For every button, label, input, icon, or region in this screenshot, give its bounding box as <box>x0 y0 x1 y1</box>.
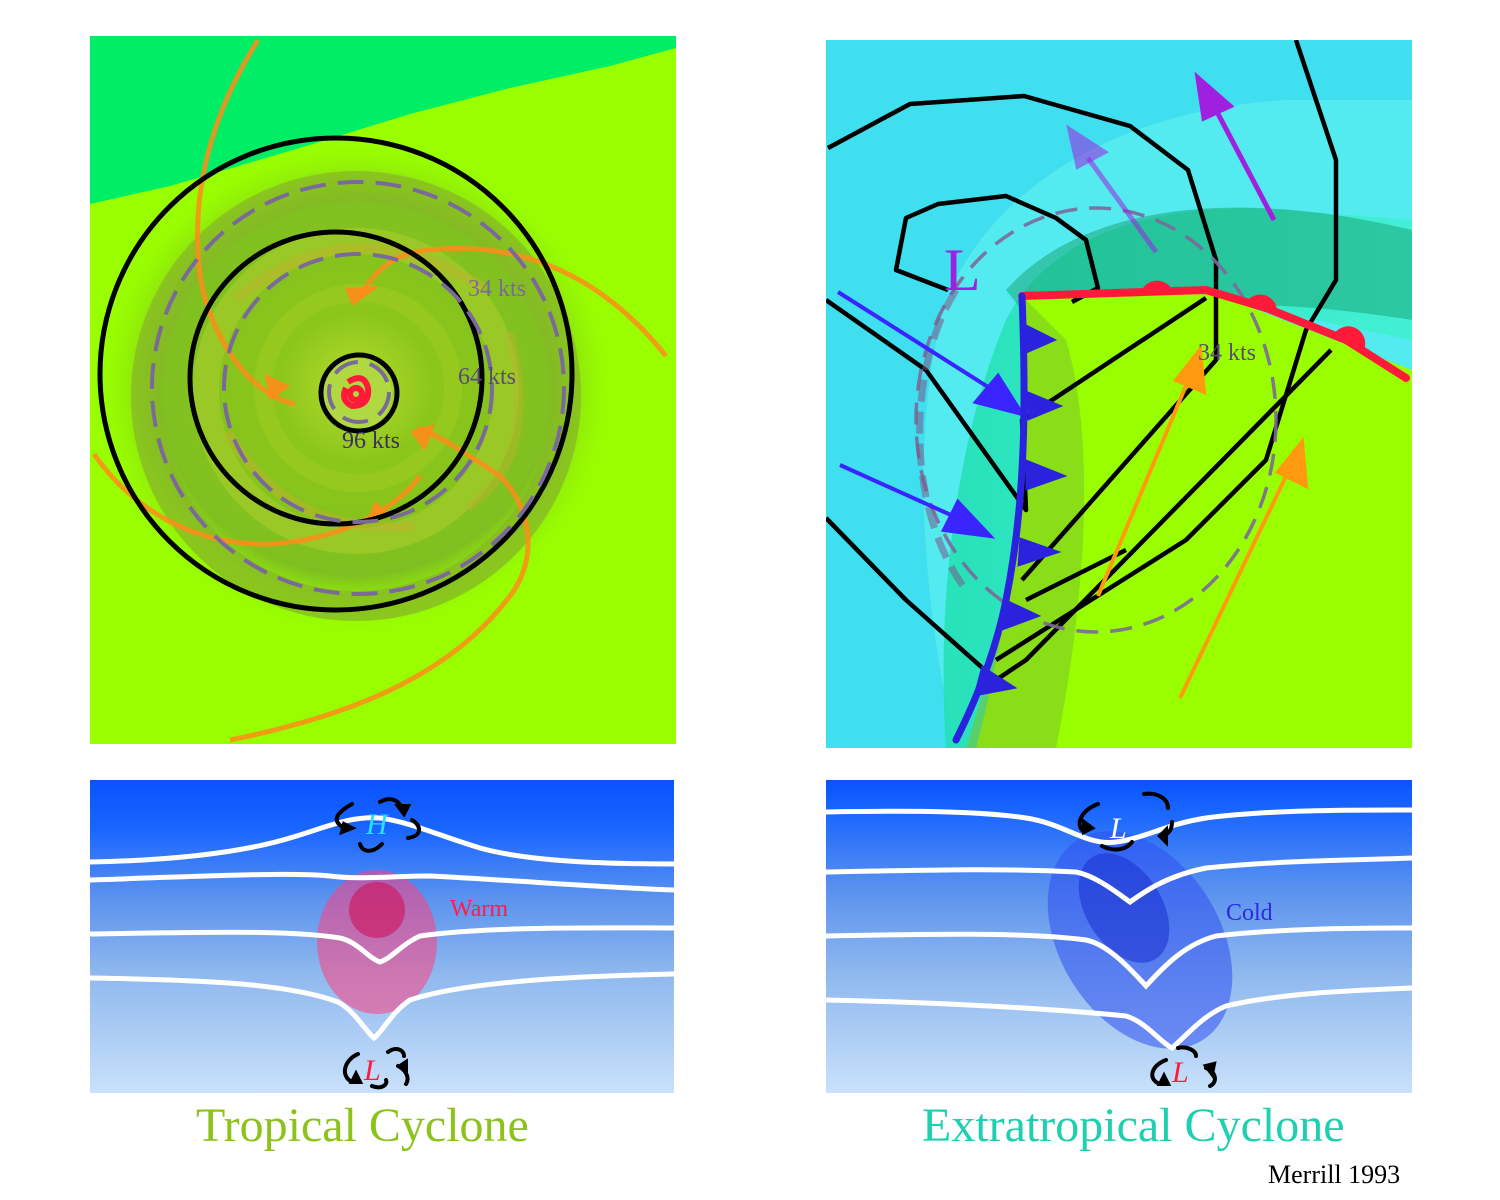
extratropical-cross-section-graphic: L L Cold <box>826 791 1412 1089</box>
cold-front-symbol <box>1001 599 1042 631</box>
cold-air-arrowhead <box>940 498 996 539</box>
upper-high-symbol: H <box>365 808 390 841</box>
cold-air-arrow <box>839 463 963 522</box>
warm-core-outer <box>317 870 437 1014</box>
isobar-outer <box>97 135 575 613</box>
isobar <box>893 193 1101 304</box>
isobars <box>826 40 1339 683</box>
warm-front <box>1018 280 1410 382</box>
wind-radius-34kts <box>150 180 566 596</box>
cold-air-arrow <box>836 290 998 394</box>
wind-radius-64kts <box>222 252 494 524</box>
extratropical-cyclone-caption: Extratropical Cyclone <box>922 1099 1345 1152</box>
isentropes <box>826 807 1412 1051</box>
warm-air-arrow <box>1096 375 1192 597</box>
cold-air-arrows <box>836 290 1027 539</box>
isobar <box>1024 547 1128 603</box>
isentrope <box>90 925 674 965</box>
cold-front-symbol <box>1027 391 1064 421</box>
outflow-arrow <box>1213 108 1277 222</box>
inflow-streamline <box>229 425 531 743</box>
wind-label-64kts: 64 kts <box>458 364 516 390</box>
isentropes <box>90 815 674 1042</box>
wind-radii <box>150 180 566 596</box>
upper-cyclone <box>1077 791 1174 852</box>
isentrope <box>90 815 674 867</box>
cold-front-symbol <box>973 665 1018 697</box>
cold-air-arrowhead <box>972 372 1027 418</box>
extratropical-cyclone-map: L 34 kts <box>826 40 1412 748</box>
warm-core-label: Warm <box>450 896 508 922</box>
inflow-arrowheads <box>265 286 435 518</box>
upper-anticyclone <box>334 797 421 853</box>
warm-air-arrowhead <box>1274 436 1309 490</box>
inflow-streamline <box>195 38 296 407</box>
extratropical-cyclone-map-graphic: L 34 kts <box>826 40 1412 748</box>
source-credit: Merrill 1993 <box>1268 1160 1401 1189</box>
wind-radius-96kts <box>327 360 391 424</box>
inflow-arrowhead <box>410 424 435 451</box>
eye <box>320 358 392 430</box>
tropical-cross-section-graphic: H L Warm <box>90 797 674 1090</box>
cold-core-label: Cold <box>1226 900 1273 926</box>
lower-low-symbol: L <box>1171 1056 1189 1089</box>
isentrope <box>826 985 1412 1051</box>
wind-label-34kts: 34 kts <box>468 276 526 302</box>
inflow-arrowhead <box>345 286 380 306</box>
isobar <box>826 93 1219 582</box>
cold-front-symbol <box>1025 459 1068 491</box>
isentrope <box>826 925 1412 990</box>
outflow-arrowhead <box>1194 71 1235 122</box>
cold-front-symbol <box>1017 537 1062 567</box>
tropical-cyclone-map: 34 kts 64 kts 96 kts <box>90 36 676 744</box>
isobar <box>994 40 1339 662</box>
wind-label-34kts: 34 kts <box>1198 340 1256 366</box>
warm-air-arrowhead <box>1172 344 1207 396</box>
wind-radius-34kts <box>914 206 1278 634</box>
cold-front <box>952 292 1068 744</box>
inflow-arrowhead <box>265 374 290 401</box>
upper-low-symbol: L <box>1109 812 1127 845</box>
warm-core-inner <box>349 882 405 938</box>
isentrope <box>826 855 1412 906</box>
tropical-cyclone-map-graphic: 34 kts 64 kts 96 kts <box>90 36 676 743</box>
extratropical-cross-section: L L Cold <box>826 780 1412 1093</box>
isentrope <box>90 871 674 893</box>
warm-sector <box>976 290 1412 748</box>
wind-radius-shadow <box>916 288 969 593</box>
wind-label-96kts: 96 kts <box>342 428 400 454</box>
warm-front-symbol <box>1332 326 1366 348</box>
warm-front-symbol <box>1140 280 1174 293</box>
low-pressure-label: L <box>944 237 981 303</box>
isobar-inner <box>318 352 400 434</box>
isentrope <box>90 971 674 1042</box>
outflow-arrows <box>1066 71 1277 254</box>
lower-cyclone <box>1150 1045 1217 1088</box>
isobar <box>826 296 1208 513</box>
outflow-arrowhead <box>1066 124 1109 170</box>
cold-front-symbol <box>1023 323 1058 355</box>
isobar-middle <box>187 229 485 527</box>
lower-low-symbol: L <box>363 1054 381 1087</box>
warm-front-symbol <box>1244 294 1278 312</box>
inflow-streamline <box>357 245 668 358</box>
lower-cyclone <box>342 1047 410 1090</box>
outflow-arrow <box>1085 156 1159 254</box>
warm-air-arrow <box>1178 467 1292 699</box>
isobars <box>97 135 575 613</box>
tropical-cyclone-caption: Tropical Cyclone <box>196 1099 529 1152</box>
eyewall <box>341 375 372 410</box>
warm-air-arrows <box>1096 344 1309 699</box>
isentrope <box>826 807 1412 845</box>
tropical-cross-section: H L Warm <box>90 780 674 1093</box>
